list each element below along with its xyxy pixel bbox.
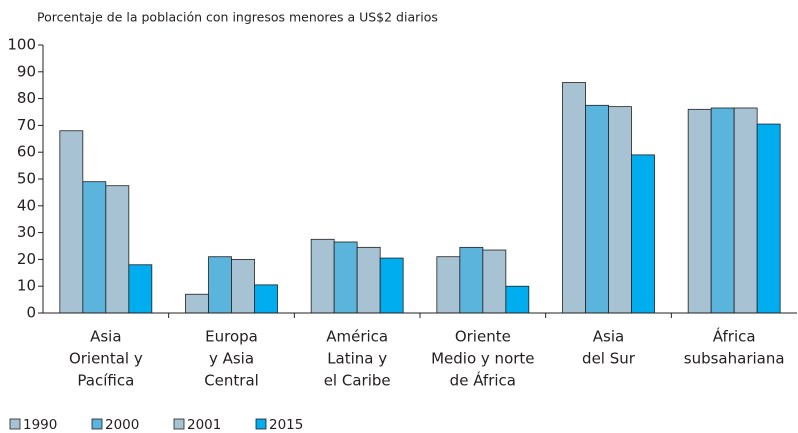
y-tick-label: 40 [17,196,36,214]
bar [733,107,758,314]
bar [687,108,712,314]
legend-swatch [173,418,185,430]
bar [82,181,107,314]
legend-label: 2015 [269,417,303,433]
bar [333,241,358,314]
chart-title: Porcentaje de la población con ingresos … [37,10,438,25]
bar [756,123,781,314]
y-tick-label: 30 [17,223,36,241]
x-tick-label: Europa [205,328,258,346]
y-tick-label: 60 [17,143,36,161]
y-tick-label: 90 [17,62,36,80]
legend-swatch [9,418,21,430]
bar [356,246,381,314]
legend-label: 1990 [23,417,57,433]
x-tick-label: Oriental y [69,350,143,368]
bar [631,154,655,314]
x-tick-label: Medio y norte [431,350,534,368]
bar [436,256,461,314]
x-tick-label: América [326,328,388,346]
x-tick-label: Pacífica [77,372,134,390]
y-tick-label: 70 [17,116,36,134]
legend-swatch [91,418,103,430]
legend-label: 2000 [105,417,139,433]
legend-label: 2001 [187,417,221,433]
bar [505,285,530,314]
bar [128,264,153,314]
y-tick-label: 100 [7,36,36,54]
y-tick-label: 80 [17,89,36,107]
x-tick-label: del Sur [582,350,636,368]
x-tick-label: Oriente [455,328,511,346]
x-tick-label: Latina y [327,350,387,368]
x-tick-label: Asia [593,328,624,346]
x-tick-label: Asia [90,328,121,346]
y-tick-label: 0 [26,304,36,322]
x-tick-label: y Asia [209,350,254,368]
x-tick-label: de África [450,371,516,390]
y-tick-label: 10 [17,277,36,295]
bar [310,238,335,314]
bar [459,246,484,314]
bar [608,106,632,314]
bar [254,284,278,314]
bar [585,104,609,314]
bar [231,258,255,314]
x-tick-label: subsahariana [684,350,785,368]
bar [562,82,586,314]
bar [185,293,209,314]
bar [208,256,232,314]
x-tick-label: el Caribe [324,372,391,390]
bar [482,249,507,314]
y-tick-label: 50 [17,170,36,188]
bar [59,130,84,314]
bar [105,185,130,314]
x-tick-label: Central [204,372,259,390]
bar [710,107,735,314]
legend-swatch [255,418,267,430]
y-tick-label: 20 [17,250,36,268]
bar [379,257,404,314]
x-tick-label: África [713,327,756,346]
